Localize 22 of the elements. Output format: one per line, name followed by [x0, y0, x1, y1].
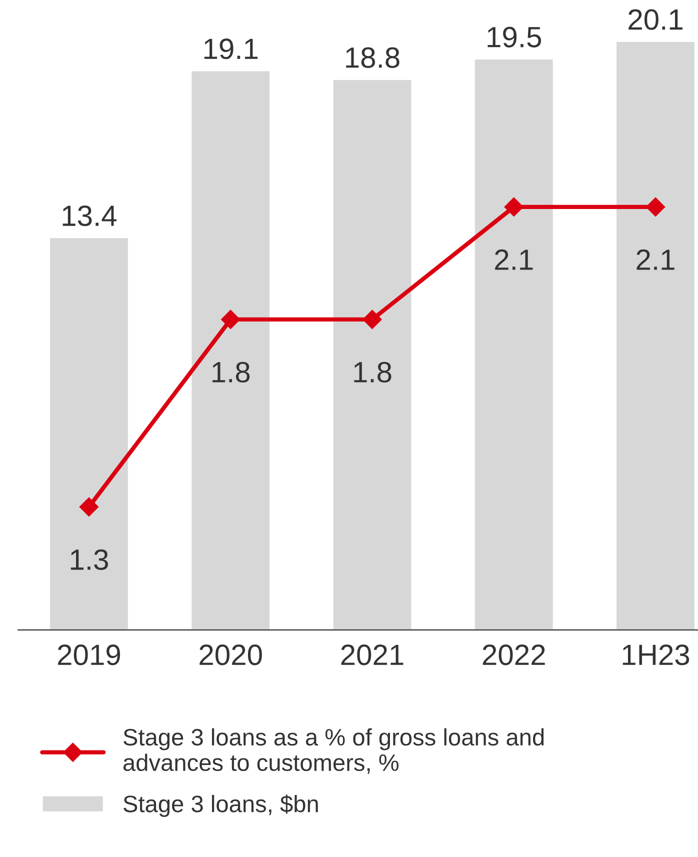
bar — [48, 236, 130, 630]
data-label: 19.5 — [488, 26, 542, 48]
data-label: 13.4 — [62, 205, 116, 226]
data-label: 20.1 — [628, 9, 682, 30]
data-label: 1.8 — [354, 362, 392, 383]
legend-label: Stage 3 loans, $bn — [124, 794, 318, 817]
x-tick-label: 1H23 — [622, 644, 690, 666]
bar — [474, 58, 554, 630]
data-label: 2.1 — [636, 249, 674, 270]
data-label: 2.1 — [495, 249, 533, 270]
legend-label: Stage 3 loans as a % of gross loans and advances to customers, % — [123, 728, 544, 774]
bar — [332, 78, 413, 630]
bar — [615, 40, 696, 630]
x-tick-label: 2022 — [482, 644, 545, 666]
x-tick-label: 2020 — [200, 644, 262, 666]
data-label: 19.1 — [204, 38, 258, 60]
data-label: 18.8 — [346, 47, 400, 68]
data-label: 1.8 — [212, 362, 250, 383]
x-tick-label: 2021 — [341, 644, 404, 666]
bar — [190, 70, 271, 630]
x-tick-label: 2019 — [58, 644, 120, 666]
data-label: 1.3 — [70, 549, 108, 570]
